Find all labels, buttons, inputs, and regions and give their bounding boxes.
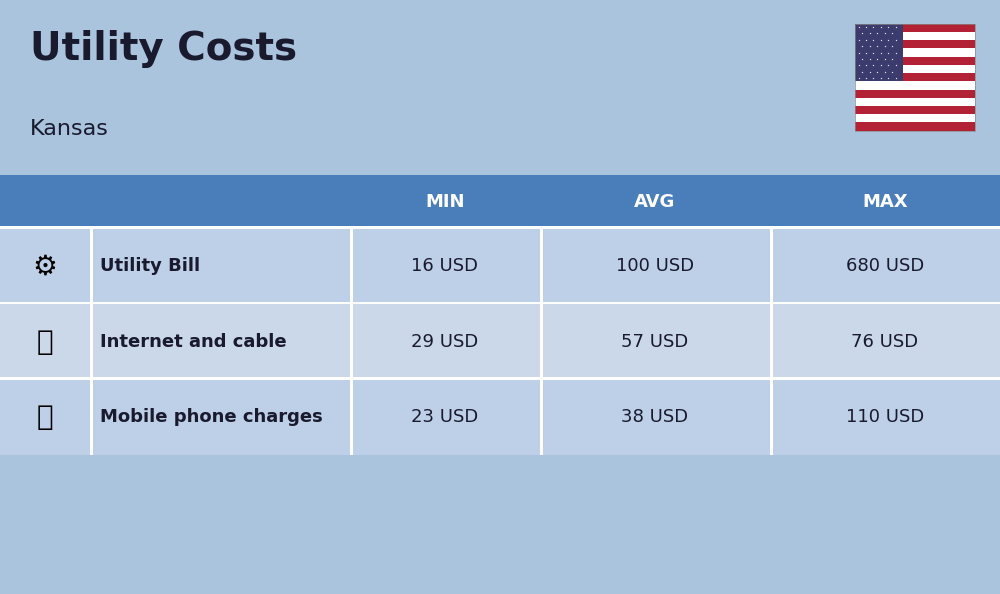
Text: 16 USD: 16 USD [412, 257, 478, 276]
Bar [350, 229, 353, 455]
Text: Utility Bill: Utility Bill [100, 257, 200, 276]
Text: Mobile phone charges: Mobile phone charges [100, 408, 323, 426]
Bar [0, 229, 1000, 304]
Bar [540, 229, 543, 455]
Bar [770, 229, 773, 455]
Bar [855, 40, 975, 49]
Text: 76 USD: 76 USD [851, 333, 919, 351]
Bar [855, 73, 975, 81]
Text: Kansas: Kansas [30, 119, 109, 139]
Bar [855, 65, 975, 73]
Bar [855, 24, 975, 131]
Bar [855, 24, 975, 32]
Bar [855, 24, 903, 81]
Bar [855, 81, 975, 90]
Text: MIN: MIN [425, 193, 465, 211]
Text: 100 USD: 100 USD [616, 257, 694, 276]
Text: AVG: AVG [634, 193, 676, 211]
Text: 57 USD: 57 USD [621, 333, 689, 351]
Text: 680 USD: 680 USD [846, 257, 924, 276]
Bar [0, 304, 1000, 380]
Text: 📶: 📶 [37, 328, 53, 356]
Text: 📱: 📱 [37, 403, 53, 431]
Bar [0, 380, 1000, 455]
Text: 23 USD: 23 USD [411, 408, 479, 426]
Text: 110 USD: 110 USD [846, 408, 924, 426]
Text: MAX: MAX [862, 193, 908, 211]
Bar [855, 90, 975, 98]
Bar [0, 175, 1000, 229]
Bar [855, 49, 975, 56]
Text: Utility Costs: Utility Costs [30, 30, 297, 68]
Text: Internet and cable: Internet and cable [100, 333, 287, 351]
Bar [0, 302, 1000, 304]
Bar [855, 32, 975, 40]
Bar [855, 114, 975, 122]
Bar [855, 106, 975, 114]
Bar [855, 56, 975, 65]
Text: 38 USD: 38 USD [621, 408, 689, 426]
Bar [855, 122, 975, 131]
Bar [855, 98, 975, 106]
Text: 29 USD: 29 USD [411, 333, 479, 351]
Text: ⚙: ⚙ [33, 252, 57, 280]
Bar [0, 226, 1000, 229]
Bar [0, 377, 1000, 380]
Bar [90, 229, 93, 455]
